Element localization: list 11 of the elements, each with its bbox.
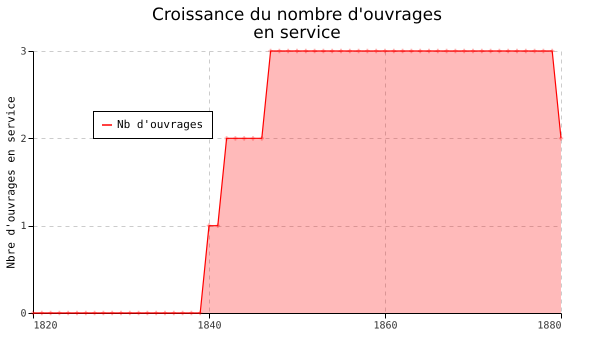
- chart-title: Croissance du nombre d'ouvrages en service: [152, 5, 442, 43]
- y-tick-label: 0: [20, 308, 26, 320]
- y-axis-title: Nbre d'ouvrages en service: [4, 96, 18, 269]
- y-tick-label: 3: [20, 46, 26, 58]
- x-tick-label: 1820: [34, 320, 58, 332]
- y-tick-label: 1: [20, 221, 26, 232]
- x-tick-label: 1860: [373, 320, 398, 332]
- y-tick-label: 2: [20, 134, 26, 145]
- x-tick-label: 1840: [197, 320, 222, 332]
- legend-label: Nb d'ouvrages: [117, 118, 204, 131]
- x-tick-label: 1880: [537, 320, 562, 332]
